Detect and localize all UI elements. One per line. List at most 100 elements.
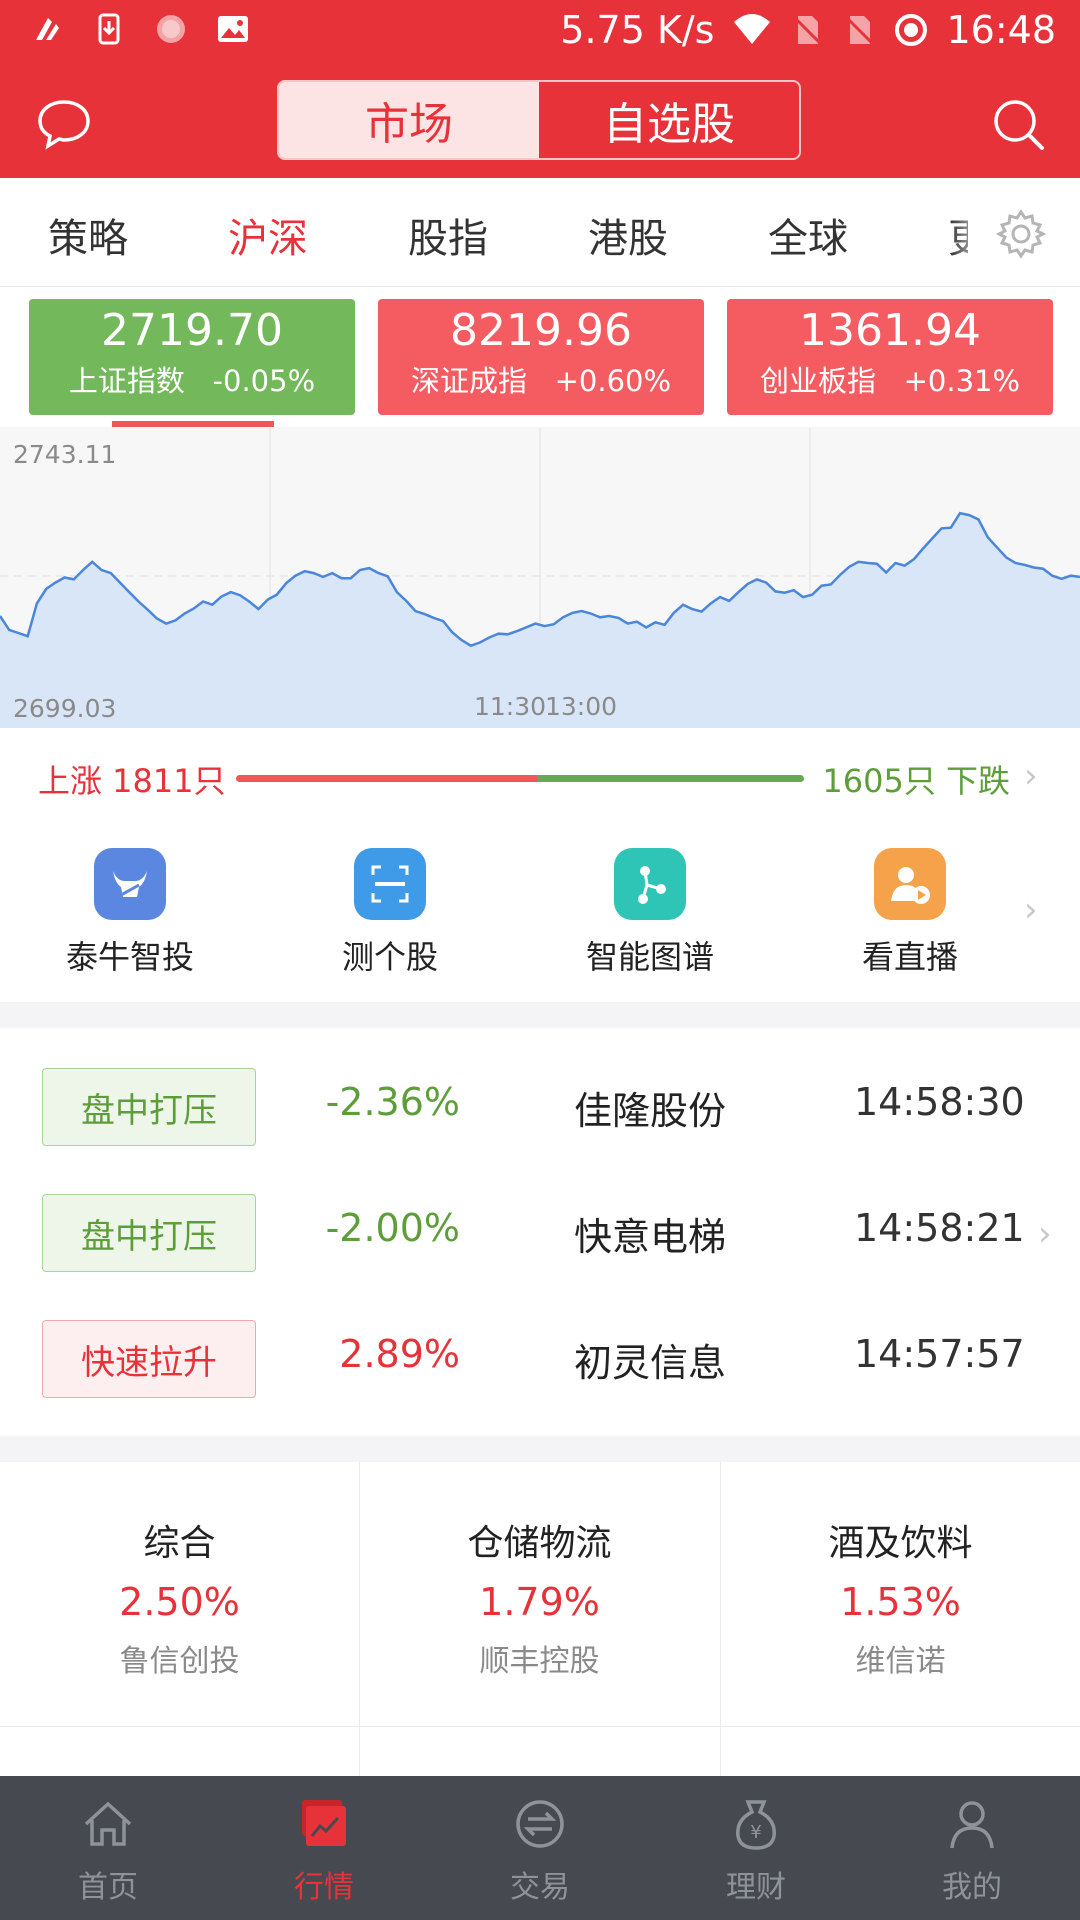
money-bag-icon: ¥ [736,1800,776,1850]
nav-finance[interactable]: ¥ 理财 [648,1776,864,1920]
alert-stock-name: 初灵信息 [574,1341,727,1385]
header-bar: 市场 自选股 [0,80,1080,170]
intraday-chart[interactable]: 2743.11 2699.03 11:30 13:00 [0,428,1080,728]
app-notification-icon [36,18,59,40]
segment-market[interactable]: 市场 [279,82,539,158]
user-icon [950,1801,994,1849]
nav-trade[interactable]: 交易 [432,1776,648,1920]
sector-name: 酒及饮料 [828,1523,973,1564]
clock: 16:48 [946,8,1056,52]
y-max-label: 2743.11 [13,440,117,469]
alert-stock-name: 佳隆股份 [574,1089,727,1133]
index-value: 2719.70 [101,305,283,356]
tab-global[interactable]: 全球 [768,216,848,262]
shortcut-label: 泰牛智投 [65,938,194,976]
y-min-label: 2699.03 [13,694,117,723]
sector-card[interactable]: 仓储物流 1.79% 顺丰控股 [360,1462,719,1727]
shortcut-row: 泰牛智投 测个股 智能图谱 看直播 › [0,828,1080,1002]
tab-fade [950,178,990,286]
ratio-bar-down [537,775,804,782]
shortcut-label: 智能图谱 [585,938,714,976]
market-tabs: 策略 沪深 股指 港股 全球 更 [0,178,1080,287]
tab-strategy[interactable]: 策略 [48,216,128,262]
alert-change: 2.89% [339,1332,460,1376]
index-name: 上证指数 [68,364,185,398]
home-icon [84,1801,132,1846]
sector-name: 仓储物流 [467,1523,612,1564]
nav-market[interactable]: 行情 [216,1776,432,1920]
alert-change: -2.00% [325,1206,460,1250]
alert-row[interactable]: 快速拉升 2.89% 初灵信息 14:57:57 [0,1280,1080,1406]
index-card-shanghai[interactable]: 2719.70 上证指数 -0.05% [29,299,355,415]
shortcut-smart-graph[interactable]: 智能图谱 [540,848,760,978]
nav-label: 首页 [78,1870,138,1905]
message-icon[interactable] [34,94,94,154]
shortcut-live[interactable]: 看直播 [800,848,1020,978]
tab-hk-stocks[interactable]: 港股 [588,216,668,262]
alert-time: 14:58:30 [854,1080,1025,1124]
shortcut-tainiu-invest[interactable]: 泰牛智投 [20,848,240,978]
price-area [0,513,1080,728]
status-bar: 5.75 K/s 16:48 [0,0,1080,64]
advance-decline-bar[interactable]: 上涨 1811只 1605只 下跌 › [0,728,1080,828]
alert-row[interactable]: 盘中打压 -2.00% 快意电梯 14:58:21 [0,1154,1080,1280]
search-icon[interactable] [988,94,1048,154]
advances-count: 上涨 1811只 [38,762,226,800]
price-line [0,511,1080,648]
market-chart-icon [302,1800,346,1846]
index-name-change: 上证指数 -0.05% [29,358,355,400]
chevron-right-icon[interactable]: › [1038,1214,1052,1254]
record-icon [895,14,928,46]
x-label-1300: 13:00 [545,692,618,721]
chevron-right-icon[interactable]: › [1024,756,1038,796]
network-speed: 5.75 K/s [560,8,715,52]
bottom-nav: 首页 行情 交易 ¥ 理财 我的 [0,1776,1080,1920]
ratio-bar-up [236,775,538,782]
index-cards: 2719.70 上证指数 -0.05% 8219.96 深证成指 +0.60% … [0,287,1080,427]
nav-profile[interactable]: 我的 [864,1776,1080,1920]
index-name: 深证成指 [410,364,527,398]
sector-card[interactable]: 酒及饮料 1.53% 维信诺 [721,1462,1080,1727]
sector-leader: 顺丰控股 [479,1644,600,1679]
no-sim-icon [794,16,822,45]
nav-label: 理财 [726,1870,786,1905]
live-person-icon [874,848,946,920]
sector-grid: 综合 2.50% 鲁信创投 仓储物流 1.79% 顺丰控股 酒及饮料 1.53%… [0,1462,1080,1776]
index-change: -0.05% [212,364,316,398]
shortcut-test-stock[interactable]: 测个股 [280,848,500,978]
divider [359,1462,360,1776]
graph-nodes-icon [614,848,686,920]
shortcut-label: 看直播 [861,938,958,976]
index-name-change: 深证成指 +0.60% [378,358,704,400]
alert-tag: 快速拉升 [42,1320,256,1398]
nav-label: 我的 [942,1870,1002,1905]
segment-watchlist[interactable]: 自选股 [603,99,735,150]
divider [0,1726,1080,1727]
bull-icon [94,848,166,920]
sun-icon [157,15,185,43]
stock-alerts-list: 盘中打压 -2.36% 佳隆股份 14:58:30 盘中打压 -2.00% 快意… [0,1028,1080,1436]
nav-home[interactable]: 首页 [0,1776,216,1920]
declines-count: 1605只 下跌 [822,762,1010,800]
ratio-bar [236,775,804,782]
image-icon [218,16,248,42]
chevron-right-icon[interactable]: › [1024,890,1038,930]
sector-card[interactable]: 综合 2.50% 鲁信创投 [0,1462,359,1727]
gear-icon[interactable] [995,208,1047,260]
selected-index-indicator [112,421,274,427]
nav-label: 交易 [510,1870,570,1905]
alert-change: -2.36% [325,1080,460,1124]
index-card-shenzhen[interactable]: 8219.96 深证成指 +0.60% [378,299,704,415]
wifi-icon [734,14,771,44]
sector-change: 1.79% [479,1580,600,1624]
index-card-chinext[interactable]: 1361.94 创业板指 +0.31% [727,299,1053,415]
alert-row[interactable]: 盘中打压 -2.36% 佳隆股份 14:58:30 [0,1028,1080,1154]
alert-time: 14:57:57 [854,1332,1025,1376]
tab-stock-index[interactable]: 股指 [408,216,488,262]
sector-change: 1.53% [840,1580,961,1624]
sector-name: 综合 [143,1523,216,1564]
index-change: +0.31% [903,364,1021,398]
nav-label: 行情 [294,1870,354,1905]
tab-shanghai-shenzhen[interactable]: 沪深 [228,216,308,262]
exchange-icon [516,1800,564,1848]
